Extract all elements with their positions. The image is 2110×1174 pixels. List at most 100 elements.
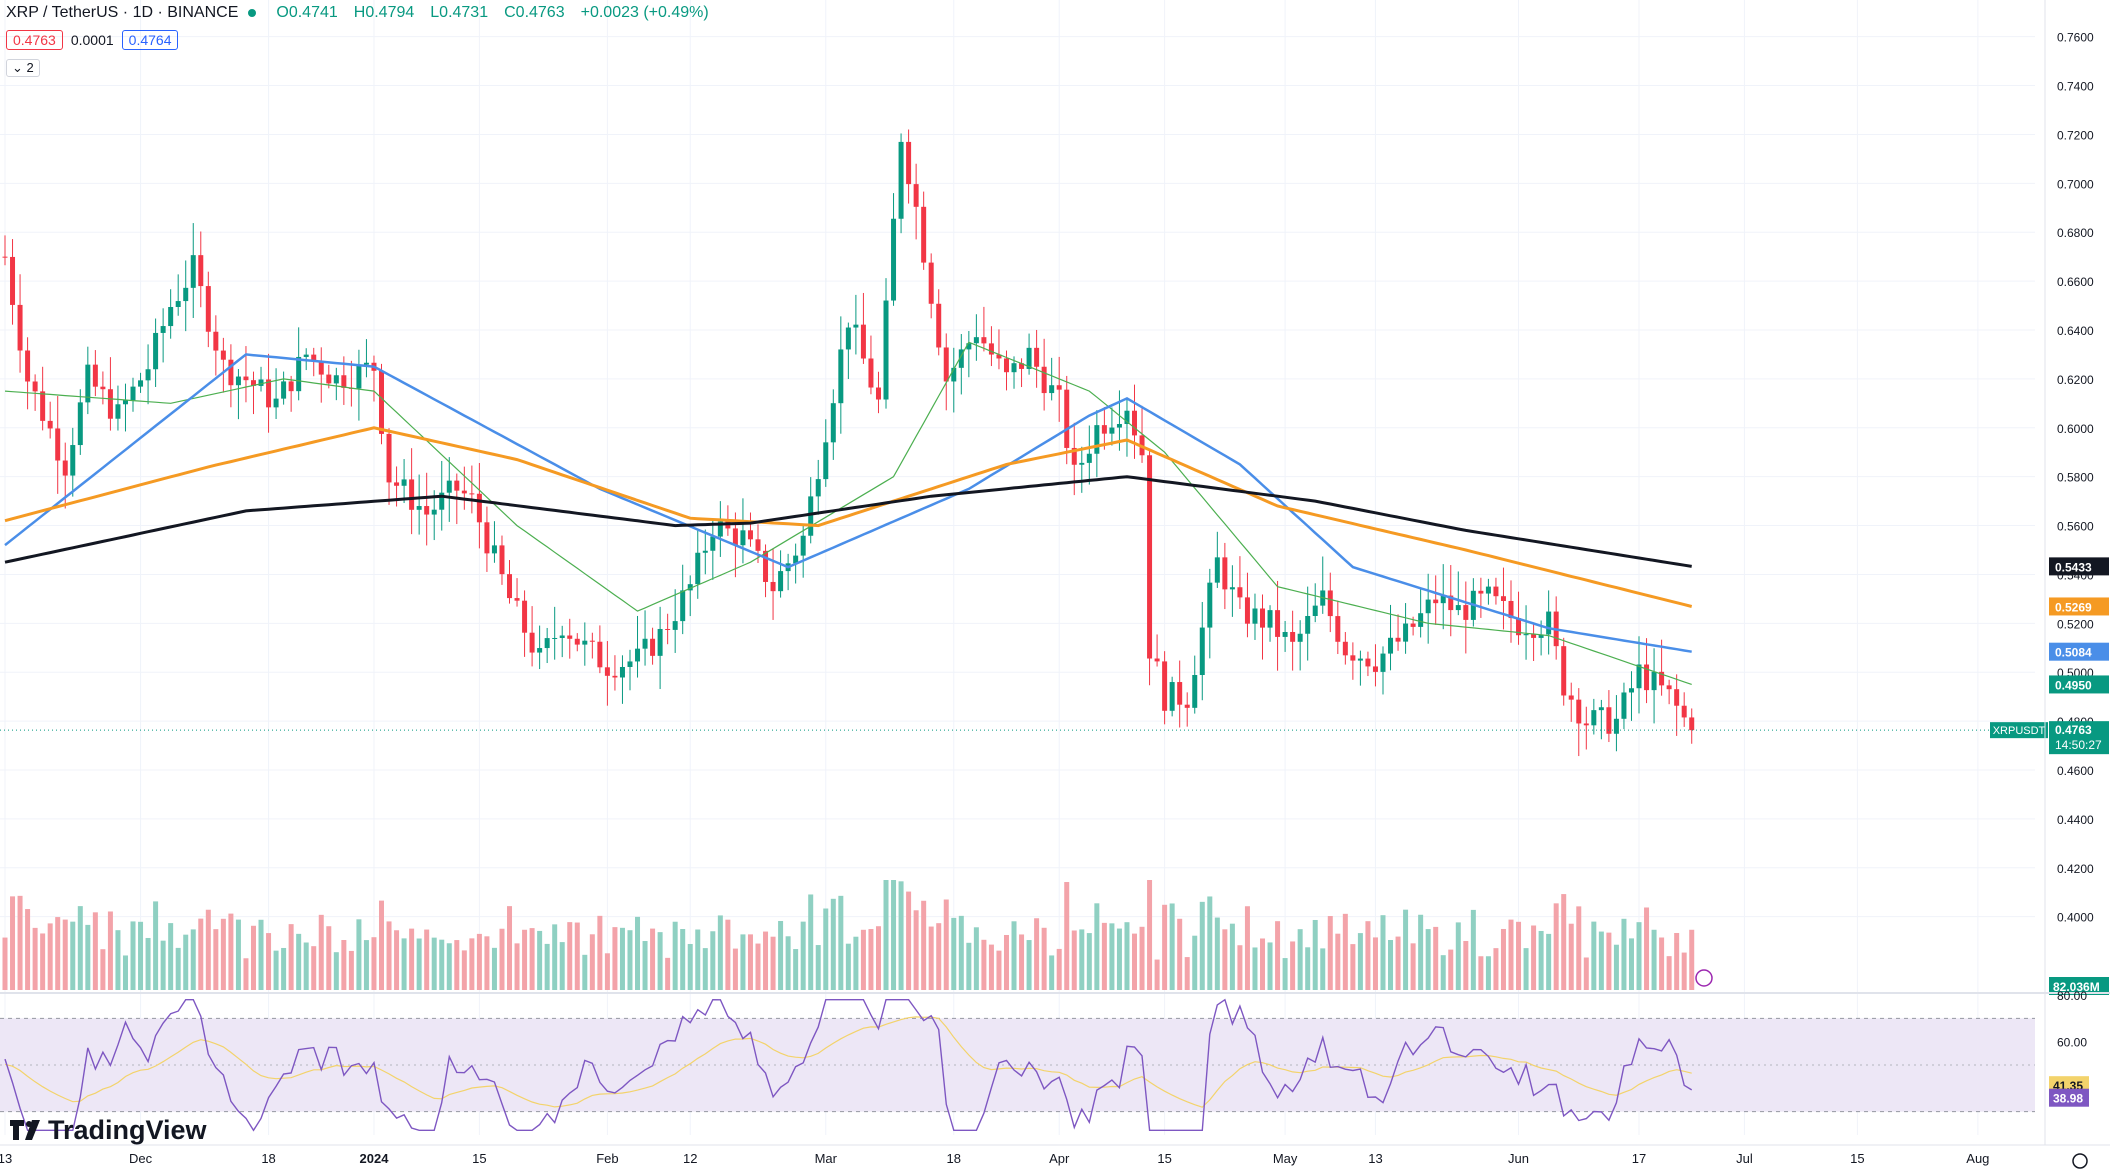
volume-bar: [1312, 919, 1318, 990]
volume-bar: [416, 938, 422, 990]
volume-bar: [258, 919, 264, 990]
volume-bar: [627, 930, 633, 990]
candle-body: [228, 359, 234, 386]
volume-bar: [635, 916, 641, 990]
candle-body: [891, 218, 897, 301]
candle-body: [1425, 599, 1431, 614]
candle-body: [642, 638, 648, 649]
candle-body: [1071, 447, 1077, 465]
candle-body: [62, 460, 68, 476]
volume-bar: [484, 936, 490, 990]
candle-body: [25, 350, 31, 382]
rsi-band: [0, 1018, 2035, 1112]
candle-body: [973, 337, 979, 344]
symbol-tag-label: XRPUSDT: [1993, 725, 2046, 737]
candle-body: [1365, 658, 1371, 667]
candle-body: [1485, 586, 1491, 594]
volume-bar: [1192, 935, 1198, 990]
volume-bar: [559, 942, 565, 990]
candle-body: [635, 648, 641, 662]
candle-body: [868, 358, 874, 388]
date-tick-label: Dec: [129, 1151, 153, 1166]
candle-body: [1244, 597, 1250, 624]
volume-bar: [996, 950, 1002, 990]
candle-body: [288, 381, 294, 392]
volume-bar: [1516, 921, 1522, 990]
price-tick-label: 0.4000: [2057, 911, 2094, 925]
tradingview-logo[interactable]: TradingView: [10, 1115, 207, 1146]
candle-body: [100, 386, 106, 390]
volume-bar: [665, 957, 671, 990]
sell-price[interactable]: 0.4763: [6, 30, 63, 50]
volume-bar: [951, 917, 957, 990]
candle-body: [1207, 582, 1213, 628]
candle-body: [107, 389, 113, 419]
volume-bar: [1049, 955, 1055, 990]
candle-body: [311, 354, 317, 361]
symbol-label[interactable]: XRP / TetherUS · 1D · BINANCE: [6, 4, 239, 21]
candle-body: [446, 480, 452, 493]
candle-body: [1531, 634, 1537, 638]
candle-body: [808, 496, 814, 536]
volume-bar: [1282, 958, 1288, 990]
volume-bar: [1003, 934, 1009, 990]
price-tick-label: 0.6400: [2057, 324, 2094, 338]
candle-body: [461, 490, 467, 494]
volume-bar: [1275, 921, 1281, 990]
candle-body: [702, 550, 708, 553]
candle-body: [47, 420, 53, 429]
candle-body: [258, 379, 264, 386]
volume-bar: [898, 881, 904, 990]
date-tick-label: Apr: [1049, 1151, 1070, 1166]
volume-bar: [732, 948, 738, 990]
candle-body: [138, 380, 144, 387]
settings-gear-icon[interactable]: [2072, 1153, 2088, 1169]
candle-body: [1184, 704, 1190, 708]
volume-bar: [2, 937, 8, 990]
volume-bar: [567, 922, 573, 990]
lightning-icon[interactable]: [1695, 969, 1713, 987]
volume-bar: [514, 943, 520, 990]
volume-bar: [341, 940, 347, 990]
candle-body: [1546, 611, 1552, 635]
volume-bar: [1651, 929, 1657, 990]
candle-body: [514, 598, 520, 601]
volume-bar: [1388, 939, 1394, 990]
candle-body: [1086, 453, 1092, 463]
candle-body: [1508, 600, 1514, 619]
ma-value-tag: [2049, 675, 2109, 694]
volume-bar: [250, 925, 256, 990]
candle-body: [800, 535, 806, 556]
candle-body: [1094, 425, 1100, 454]
volume-bar: [1327, 916, 1333, 990]
candle-body: [845, 327, 851, 350]
buy-price[interactable]: 0.4764: [121, 30, 179, 50]
candle-body: [597, 641, 603, 668]
symbol-tag: [1990, 722, 2048, 739]
volume-bar: [853, 936, 859, 990]
volume-bar: [537, 930, 543, 990]
ma-value-tag: [2049, 597, 2109, 616]
candle-body: [1516, 618, 1522, 636]
price-tick-label: 0.5600: [2057, 520, 2094, 534]
volume-bar: [838, 895, 844, 990]
candle-body: [936, 303, 942, 348]
price-tick-label: 0.5800: [2057, 471, 2094, 485]
candle-body: [665, 628, 671, 630]
volume-bar: [1169, 903, 1175, 990]
volume-bar: [1418, 914, 1424, 990]
candle-body: [341, 375, 347, 388]
volume-bar: [213, 929, 219, 990]
candle-body: [1169, 682, 1175, 711]
volume-bar: [793, 949, 799, 990]
candle-body: [1154, 658, 1160, 662]
volume-bar: [1297, 929, 1303, 990]
volume-bar: [1659, 937, 1665, 990]
indicators-toggle[interactable]: ⌄ 2: [6, 59, 40, 77]
volume-bar: [1628, 938, 1634, 990]
date-tick-label: 12: [683, 1151, 697, 1166]
ma-value-tag: [2049, 642, 2109, 661]
candle-body: [928, 262, 934, 304]
candle-body: [70, 445, 76, 476]
